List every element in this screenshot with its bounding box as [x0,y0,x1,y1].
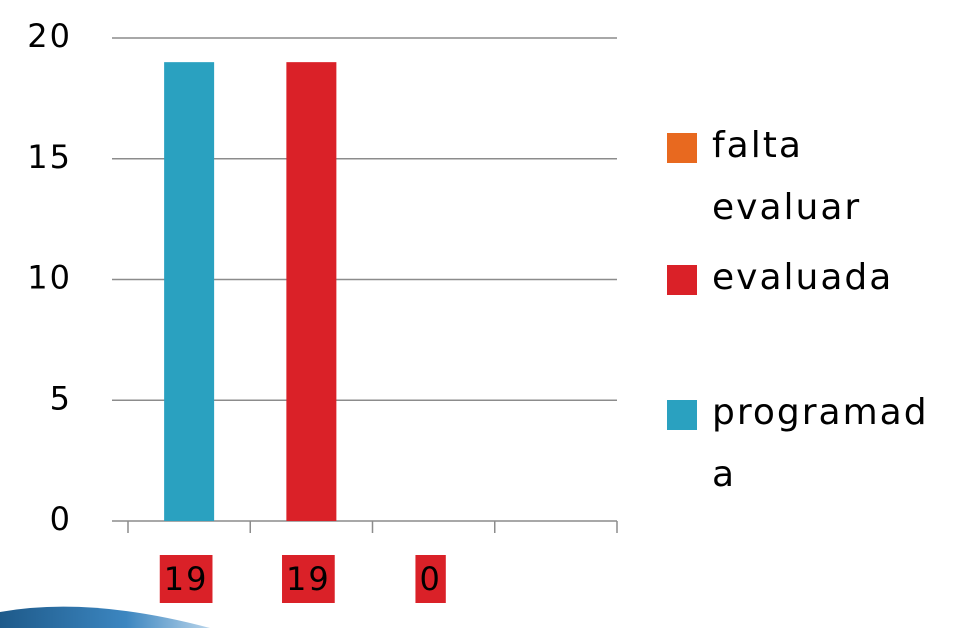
bar [164,62,215,522]
y-tick-label: 20 [27,17,72,55]
x-tick-label: 19 [164,560,209,598]
category-label-background [159,555,213,603]
legend-swatch [667,265,697,295]
y-tick-label: 10 [27,259,72,297]
legend-label: falta evaluar [712,125,862,228]
x-tick-label: 0 [419,560,441,598]
category-label-background [282,555,335,603]
legend-label: programada [712,392,929,495]
x-tick-label: 19 [286,560,331,598]
y-tick-label: 0 [50,500,72,538]
decoration-swoosh [0,606,210,628]
y-tick-label: 15 [27,138,72,176]
legend-label: evaluada [712,257,894,298]
y-tick-label: 5 [50,379,72,417]
legend-swatch [667,400,697,430]
bar [286,62,337,522]
category-label-background [415,555,446,603]
legend-swatch [667,133,697,163]
